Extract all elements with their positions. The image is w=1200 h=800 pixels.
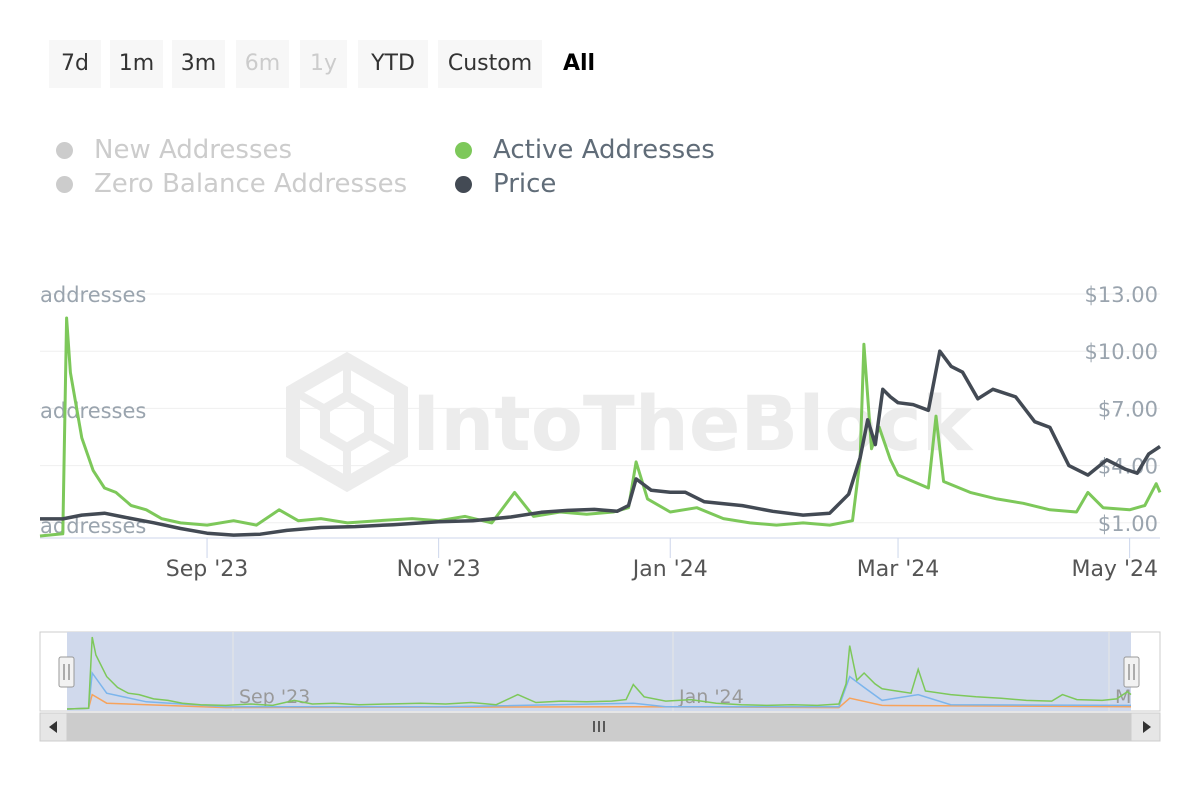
navigator-tick-label: Sep '23 bbox=[239, 686, 310, 708]
y-right-tick-label: $1.00 bbox=[1098, 512, 1158, 536]
legend-dot-icon bbox=[455, 142, 472, 159]
range-1m-button[interactable]: 1m bbox=[110, 40, 163, 88]
watermark-text: IntoTheBlock bbox=[412, 379, 974, 468]
right-axis: $1.00$4.00$7.00$10.00$13.00 bbox=[1085, 283, 1158, 536]
y-right-tick-label: $13.00 bbox=[1085, 283, 1158, 307]
y-right-tick-label: $10.00 bbox=[1085, 340, 1158, 364]
x-tick-label: Mar '24 bbox=[857, 557, 940, 582]
watermark: IntoTheBlock bbox=[286, 351, 974, 493]
y-left-tick-label: addresses bbox=[40, 399, 146, 423]
navigator-series-active-addresses bbox=[66, 636, 1132, 710]
legend-dot-icon bbox=[56, 142, 73, 159]
navigator: Sep '23 Jan '24 M bbox=[39, 631, 1161, 742]
x-tick-label: Sep '23 bbox=[166, 557, 249, 582]
navigator-series bbox=[66, 636, 1132, 710]
y-right-tick-label: $7.00 bbox=[1098, 397, 1158, 421]
legend-dot-icon bbox=[56, 176, 73, 193]
x-tick-label: May '24 bbox=[1071, 557, 1158, 582]
range-3m-button[interactable]: 3m bbox=[172, 40, 225, 88]
arrow-right-icon bbox=[1143, 721, 1151, 733]
x-tick-label: Jan '24 bbox=[631, 557, 708, 582]
range-7d-button[interactable]: 7d bbox=[49, 40, 101, 88]
arrow-left-icon bbox=[49, 721, 57, 733]
y-left-tick-label: addresses bbox=[40, 283, 146, 307]
navigator-right-handle[interactable] bbox=[1123, 656, 1140, 688]
x-axis: Sep '23 Nov '23 Jan '24 Mar '24 May '24 bbox=[166, 538, 1158, 582]
range-ytd-button[interactable]: YTD bbox=[358, 40, 428, 88]
scroll-right-button[interactable] bbox=[1130, 712, 1161, 742]
range-1y-button: 1y bbox=[300, 40, 347, 88]
range-all-button[interactable]: All bbox=[562, 51, 596, 76]
series-price bbox=[40, 349, 1161, 537]
series-lines bbox=[39, 316, 1162, 538]
navigator-selection[interactable] bbox=[67, 632, 1131, 711]
range-custom-button[interactable]: Custom bbox=[438, 40, 542, 88]
x-tick-label: Nov '23 bbox=[397, 557, 481, 582]
scroll-left-button[interactable] bbox=[39, 712, 68, 742]
series-active-addresses bbox=[39, 316, 1162, 538]
intotheblock-logo-icon bbox=[286, 351, 408, 493]
range-1y-disabled-6m-button[interactable]: 6m bbox=[236, 40, 289, 88]
scrollbar-grip-icon bbox=[593, 721, 605, 732]
legend-dot-icon bbox=[455, 176, 472, 193]
navigator-left-handle[interactable] bbox=[58, 656, 75, 688]
navigator-series-new-addresses bbox=[66, 670, 1132, 710]
main-chart: IntoTheBlock addressesaddressesaddresses… bbox=[39, 283, 1162, 582]
navigator-tick-label: Jan '24 bbox=[678, 686, 744, 708]
